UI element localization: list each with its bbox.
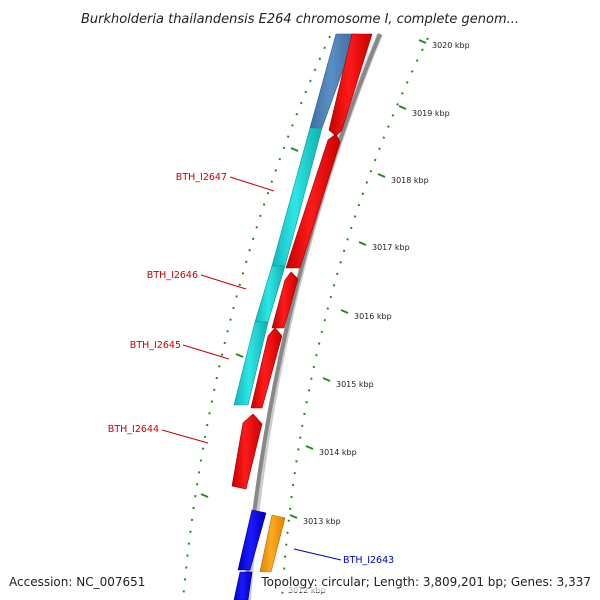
leader-bth-i2645 <box>182 344 230 360</box>
tick-mark <box>305 445 314 450</box>
feature-red-1 <box>328 33 373 137</box>
gene-label-bth-i2643[interactable]: BTH_I2643 <box>343 555 394 566</box>
feature-red-3 <box>271 271 299 329</box>
tick-mark <box>290 147 299 152</box>
gene-label-bth-i2647[interactable]: BTH_I2647 <box>176 172 227 183</box>
tick-label: 3014 kbp <box>319 448 357 457</box>
feature-blue-2 <box>233 571 253 600</box>
feature-orange-bth-i2643 <box>259 514 286 573</box>
tick-label: 3016 kbp <box>354 312 392 321</box>
gene-label-bth-i2644[interactable]: BTH_I2644 <box>108 424 159 435</box>
inner-dotted-ring <box>182 35 331 600</box>
tick-mark <box>358 241 367 246</box>
gene-label-bth-i2646[interactable]: BTH_I2646 <box>147 270 198 281</box>
tick-mark <box>340 309 349 314</box>
feature-red-bth-i2644 <box>231 413 263 490</box>
tick-label: 3015 kbp <box>336 380 374 389</box>
footer-label-backdrop <box>256 572 594 592</box>
tick-label: 3018 kbp <box>391 176 429 185</box>
tick-label: 3017 kbp <box>372 243 410 252</box>
leader-bth-i2643 <box>293 548 342 561</box>
tick-mark <box>289 514 298 519</box>
tick-mark <box>235 353 244 358</box>
tick-mark <box>398 105 407 110</box>
outer-dotted-ring <box>281 37 429 600</box>
tick-mark <box>377 173 386 178</box>
leader-bth-i2647 <box>229 176 275 192</box>
tick-label: 3013 kbp <box>303 517 341 526</box>
leader-bth-i2646 <box>200 274 247 290</box>
tick-mark <box>418 39 427 44</box>
feature-cyan-bth-i2645 <box>233 321 269 406</box>
tick-mark <box>200 493 209 498</box>
map-title: Burkholderia thailandensis E264 chromoso… <box>81 12 519 27</box>
tick-mark <box>322 377 331 382</box>
feature-red-4 <box>250 327 283 409</box>
leader-bth-i2644 <box>161 429 209 444</box>
scale-ticks: 3020 kbp 3019 kbp 3018 kbp 3017 kbp 3016… <box>200 39 470 526</box>
tick-label: 3020 kbp <box>432 41 470 50</box>
gene-label-bth-i2645[interactable]: BTH_I2645 <box>130 340 181 351</box>
accession-label: Accession: NC_007651 <box>9 575 145 589</box>
genome-summary-label: Topology: circular; Length: 3,809,201 bp… <box>260 575 591 589</box>
tick-label: 3019 kbp <box>412 109 450 118</box>
feature-red-2 <box>285 133 341 269</box>
feature-blue-1 <box>237 509 267 571</box>
